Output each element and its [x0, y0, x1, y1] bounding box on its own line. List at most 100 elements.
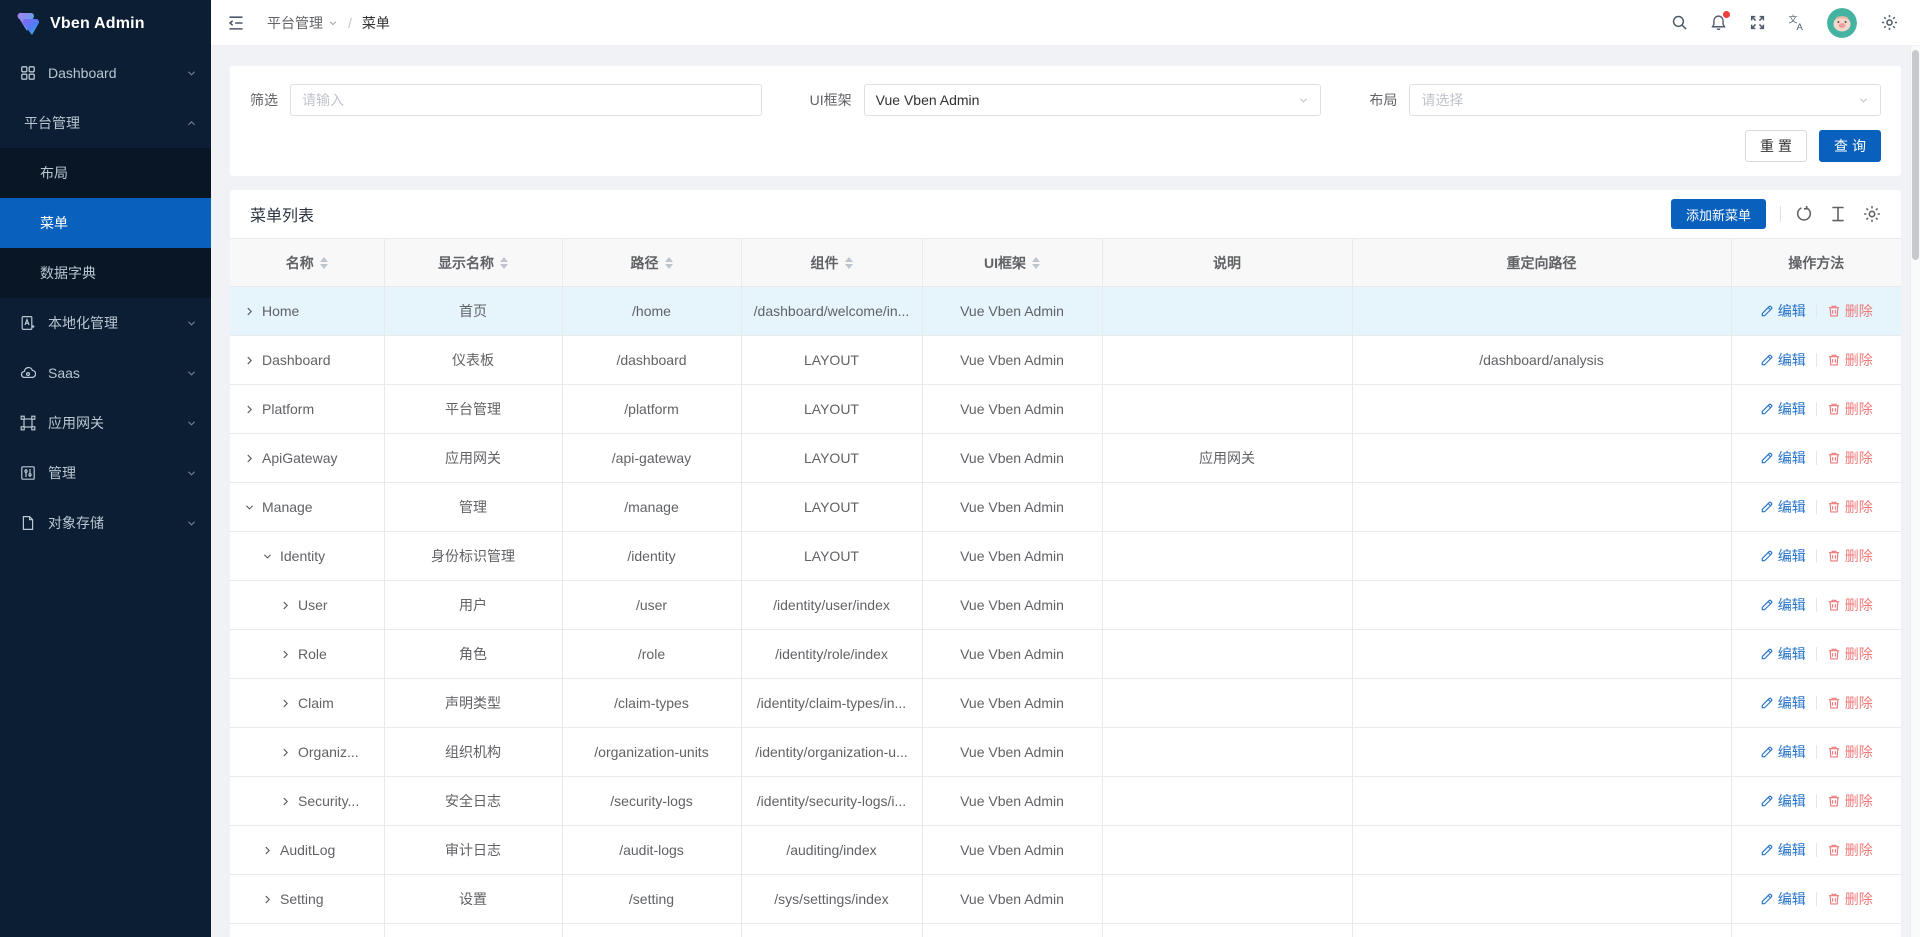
collapse-row-icon[interactable] [262, 551, 273, 562]
table-row[interactable]: Setting 设置/setting/sys/settings/index Vue … [230, 874, 1901, 924]
expand-row-icon[interactable] [244, 306, 255, 317]
sort-carets-icon[interactable] [844, 256, 853, 269]
expand-row-icon[interactable] [280, 796, 291, 807]
expand-row-icon[interactable] [280, 649, 291, 660]
ui-framework-cell: Vue Vben Admin [922, 482, 1103, 532]
sidebar-item-object-storage[interactable]: 对象存储 [0, 498, 211, 548]
edit-button[interactable]: 编辑 [1760, 595, 1806, 615]
column-header[interactable]: 路径 [562, 238, 742, 287]
notification-bell-icon[interactable] [1710, 11, 1730, 31]
expand-row-icon[interactable] [244, 404, 255, 415]
sidebar-item-saas[interactable]: Saas [0, 348, 211, 398]
description-cell [1102, 384, 1353, 434]
table-row[interactable]: ApiGateway 应用网关/api-gateway LAYOUT Vue Vben… [230, 433, 1901, 483]
column-header[interactable]: 显示名称 [384, 238, 563, 287]
sort-carets-icon[interactable] [319, 256, 328, 269]
delete-button[interactable]: 删除 [1827, 840, 1873, 860]
delete-button[interactable]: 删除 [1827, 791, 1873, 811]
row-height-icon[interactable] [1829, 205, 1847, 223]
table-row[interactable]: Platform 平台管理/platform LAYOUT Vue Vben Admi… [230, 384, 1901, 434]
sidebar-item-manage[interactable]: 管理 [0, 448, 211, 498]
delete-button[interactable]: 删除 [1827, 644, 1873, 664]
delete-button[interactable]: 删除 [1827, 350, 1873, 370]
delete-button[interactable]: 删除 [1827, 546, 1873, 566]
refresh-icon[interactable] [1795, 205, 1813, 223]
sidebar-item-platform[interactable]: 平台管理 [0, 98, 211, 148]
table-settings-gear-icon[interactable] [1863, 205, 1881, 223]
edit-button[interactable]: 编辑 [1760, 350, 1806, 370]
collapse-row-icon[interactable] [244, 502, 255, 513]
expand-row-icon[interactable] [280, 600, 291, 611]
table-row[interactable]: AuditLog 审计日志/audit-logs/auditing/index Vu… [230, 825, 1901, 875]
description-cell [1102, 286, 1353, 336]
sort-carets-icon[interactable] [664, 256, 673, 269]
table-row[interactable]: Security... 安全日志/security-logs/identity/s… [230, 776, 1901, 826]
translate-icon[interactable]: 文 A [1788, 14, 1805, 31]
delete-button[interactable]: 删除 [1827, 595, 1873, 615]
edit-button[interactable]: 编辑 [1760, 693, 1806, 713]
table-row[interactable]: Dashboard 仪表板/dashboard LAYOUT Vue Vben Adm… [230, 335, 1901, 385]
delete-button[interactable]: 删除 [1827, 301, 1873, 321]
table-row[interactable]: User 用户/user/identity/user/index Vue Vben … [230, 580, 1901, 630]
delete-button[interactable]: 删除 [1827, 889, 1873, 909]
table-row[interactable]: Manage 管理/manage LAYOUT Vue Vben Admin 编辑 删除 [230, 482, 1901, 532]
edit-button[interactable]: 编辑 [1760, 742, 1806, 762]
sidebar-collapse-icon[interactable] [227, 14, 245, 32]
filter-select[interactable]: 请选择 [1409, 84, 1882, 116]
edit-button[interactable]: 编辑 [1760, 497, 1806, 517]
filter-input[interactable] [290, 84, 762, 116]
sidebar-subitem-layout[interactable]: 布局 [0, 148, 211, 198]
add-menu-button[interactable]: 添加新菜单 [1670, 199, 1766, 229]
delete-button[interactable]: 删除 [1827, 693, 1873, 713]
expand-row-icon[interactable] [262, 894, 273, 905]
sidebar-item-api-gateway[interactable]: 应用网关 [0, 398, 211, 448]
sidebar-subitem-menu[interactable]: 菜单 [0, 198, 211, 248]
column-header[interactable]: 组件 [741, 238, 923, 287]
sort-carets-icon[interactable] [500, 256, 508, 269]
vertical-scrollbar[interactable] [1910, 46, 1920, 937]
expand-row-icon[interactable] [280, 698, 291, 709]
edit-button[interactable]: 编辑 [1760, 644, 1806, 664]
expand-row-icon[interactable] [280, 747, 291, 758]
settings-gear-icon[interactable] [1881, 14, 1898, 31]
redirect-cell [1352, 384, 1732, 434]
query-button[interactable]: 查询 [1819, 130, 1881, 162]
filter-select[interactable]: Vue Vben Admin [863, 84, 1322, 116]
delete-button[interactable]: 删除 [1827, 399, 1873, 419]
edit-button[interactable]: 编辑 [1760, 448, 1806, 468]
sort-carets-icon[interactable] [1032, 256, 1040, 269]
edit-button[interactable]: 编辑 [1760, 399, 1806, 419]
table-row[interactable]: Organiz... 组织机构/organization-units/identi… [230, 727, 1901, 777]
expand-row-icon[interactable] [262, 845, 273, 856]
breadcrumb-item[interactable]: 平台管理 [267, 13, 338, 33]
fullscreen-icon[interactable] [1749, 14, 1766, 31]
delete-button[interactable]: 删除 [1827, 497, 1873, 517]
delete-button[interactable]: 删除 [1827, 448, 1873, 468]
edit-button[interactable]: 编辑 [1760, 840, 1806, 860]
edit-button[interactable]: 编辑 [1760, 546, 1806, 566]
edit-button[interactable]: 编辑 [1760, 791, 1806, 811]
table-row[interactable]: Claim 声明类型/claim-types/identity/claim-typ… [230, 678, 1901, 728]
chevron-down-icon [186, 418, 197, 429]
redirect-cell [1352, 482, 1732, 532]
table-row[interactable]: Identity 身份标识管理/identity LAYOUT Vue Vben Ad… [230, 531, 1901, 581]
sidebar-item-localization[interactable]: 本地化管理 [0, 298, 211, 348]
table-row[interactable]: Home 首页/home/dashboard/welcome/in... Vue V… [230, 286, 1901, 336]
localization-icon [20, 315, 36, 331]
edit-button[interactable]: 编辑 [1760, 889, 1806, 909]
expand-row-icon[interactable] [244, 453, 255, 464]
sidebar-subitem-data-dictionary[interactable]: 数据字典 [0, 248, 211, 298]
delete-button[interactable]: 删除 [1827, 742, 1873, 762]
app-logo[interactable]: Vben Admin [0, 0, 211, 48]
edit-button[interactable]: 编辑 [1760, 301, 1806, 321]
scrollbar-thumb[interactable] [1912, 50, 1919, 260]
reset-button[interactable]: 重置 [1745, 130, 1807, 162]
search-icon[interactable] [1671, 14, 1688, 31]
table-row[interactable]: Role 角色/role/identity/role/index Vue Vben … [230, 629, 1901, 679]
column-header[interactable]: 名称 [230, 238, 385, 287]
avatar[interactable] [1827, 7, 1857, 38]
expand-row-icon[interactable] [244, 355, 255, 366]
column-header[interactable]: UI框架 [922, 238, 1103, 287]
sidebar-item-dashboard[interactable]: Dashboard [0, 48, 211, 98]
